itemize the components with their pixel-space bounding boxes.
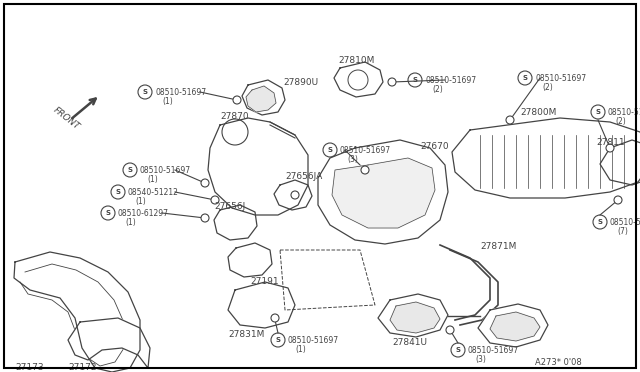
Circle shape (388, 78, 396, 86)
Text: S: S (115, 189, 120, 195)
Text: 27173: 27173 (15, 363, 44, 372)
Text: 27670: 27670 (420, 142, 449, 151)
Polygon shape (478, 304, 548, 347)
Circle shape (233, 96, 241, 104)
Text: S: S (275, 337, 280, 343)
Text: (1): (1) (162, 97, 173, 106)
Text: 08510-61297: 08510-61297 (118, 209, 169, 218)
Text: 27811: 27811 (596, 138, 625, 147)
Text: (2): (2) (542, 83, 553, 92)
Text: 27191: 27191 (250, 277, 278, 286)
Text: 27656JA: 27656JA (285, 172, 323, 181)
Text: A273* 0'08: A273* 0'08 (535, 358, 582, 367)
Polygon shape (452, 118, 640, 198)
Polygon shape (274, 180, 312, 210)
Text: 27871M: 27871M (480, 242, 516, 251)
Text: 08510-51697: 08510-51697 (608, 108, 640, 117)
Text: (3): (3) (347, 155, 358, 164)
Polygon shape (68, 318, 150, 368)
Text: 27890U: 27890U (283, 78, 318, 87)
Circle shape (291, 191, 299, 199)
Text: 27870: 27870 (220, 112, 248, 121)
Polygon shape (332, 158, 435, 228)
Text: 27172: 27172 (68, 363, 97, 372)
Text: 08510-51697: 08510-51697 (610, 218, 640, 227)
Text: S: S (595, 109, 600, 115)
Text: 27800M: 27800M (520, 108, 556, 117)
Text: 08510-51697: 08510-51697 (535, 74, 586, 83)
Circle shape (446, 326, 454, 334)
Text: 27656J: 27656J (214, 202, 245, 211)
Text: S: S (328, 147, 333, 153)
Text: S: S (143, 89, 147, 95)
Text: (3): (3) (475, 355, 486, 364)
Text: 08510-51697: 08510-51697 (468, 346, 519, 355)
Polygon shape (228, 282, 295, 328)
Circle shape (614, 196, 622, 204)
Polygon shape (490, 312, 540, 341)
Polygon shape (214, 205, 257, 240)
Polygon shape (246, 86, 276, 112)
Text: S: S (456, 347, 461, 353)
Circle shape (211, 196, 219, 204)
Text: S: S (598, 219, 602, 225)
Circle shape (201, 179, 209, 187)
Text: (1): (1) (295, 345, 306, 354)
Text: S: S (413, 77, 417, 83)
Text: (7): (7) (617, 227, 628, 236)
Circle shape (201, 214, 209, 222)
Polygon shape (390, 302, 440, 333)
Text: (1): (1) (125, 218, 136, 227)
Text: 27810M: 27810M (338, 56, 374, 65)
Polygon shape (14, 252, 140, 372)
Circle shape (606, 144, 614, 152)
Text: 08510-51697: 08510-51697 (340, 146, 391, 155)
Text: S: S (127, 167, 132, 173)
Polygon shape (600, 140, 640, 185)
Text: (1): (1) (147, 175, 157, 184)
Polygon shape (228, 243, 272, 277)
Polygon shape (378, 294, 448, 337)
Text: 08510-51697: 08510-51697 (140, 166, 191, 175)
Text: 08540-51212: 08540-51212 (128, 188, 179, 197)
Text: S: S (522, 75, 527, 81)
Text: 08510-51697: 08510-51697 (288, 336, 339, 345)
Text: 27831M: 27831M (228, 330, 264, 339)
Text: (2): (2) (432, 85, 443, 94)
Polygon shape (242, 80, 285, 115)
Circle shape (361, 166, 369, 174)
Circle shape (271, 314, 279, 322)
Text: FRONT: FRONT (52, 106, 82, 132)
Text: 08510-51697: 08510-51697 (425, 76, 476, 85)
Text: (2): (2) (615, 117, 626, 126)
Polygon shape (318, 140, 448, 244)
Text: S: S (106, 210, 111, 216)
Text: (1): (1) (135, 197, 146, 206)
Text: 27841U: 27841U (392, 338, 427, 347)
Circle shape (506, 116, 514, 124)
Polygon shape (334, 62, 383, 97)
Text: 08510-51697: 08510-51697 (155, 88, 206, 97)
Polygon shape (208, 118, 308, 215)
